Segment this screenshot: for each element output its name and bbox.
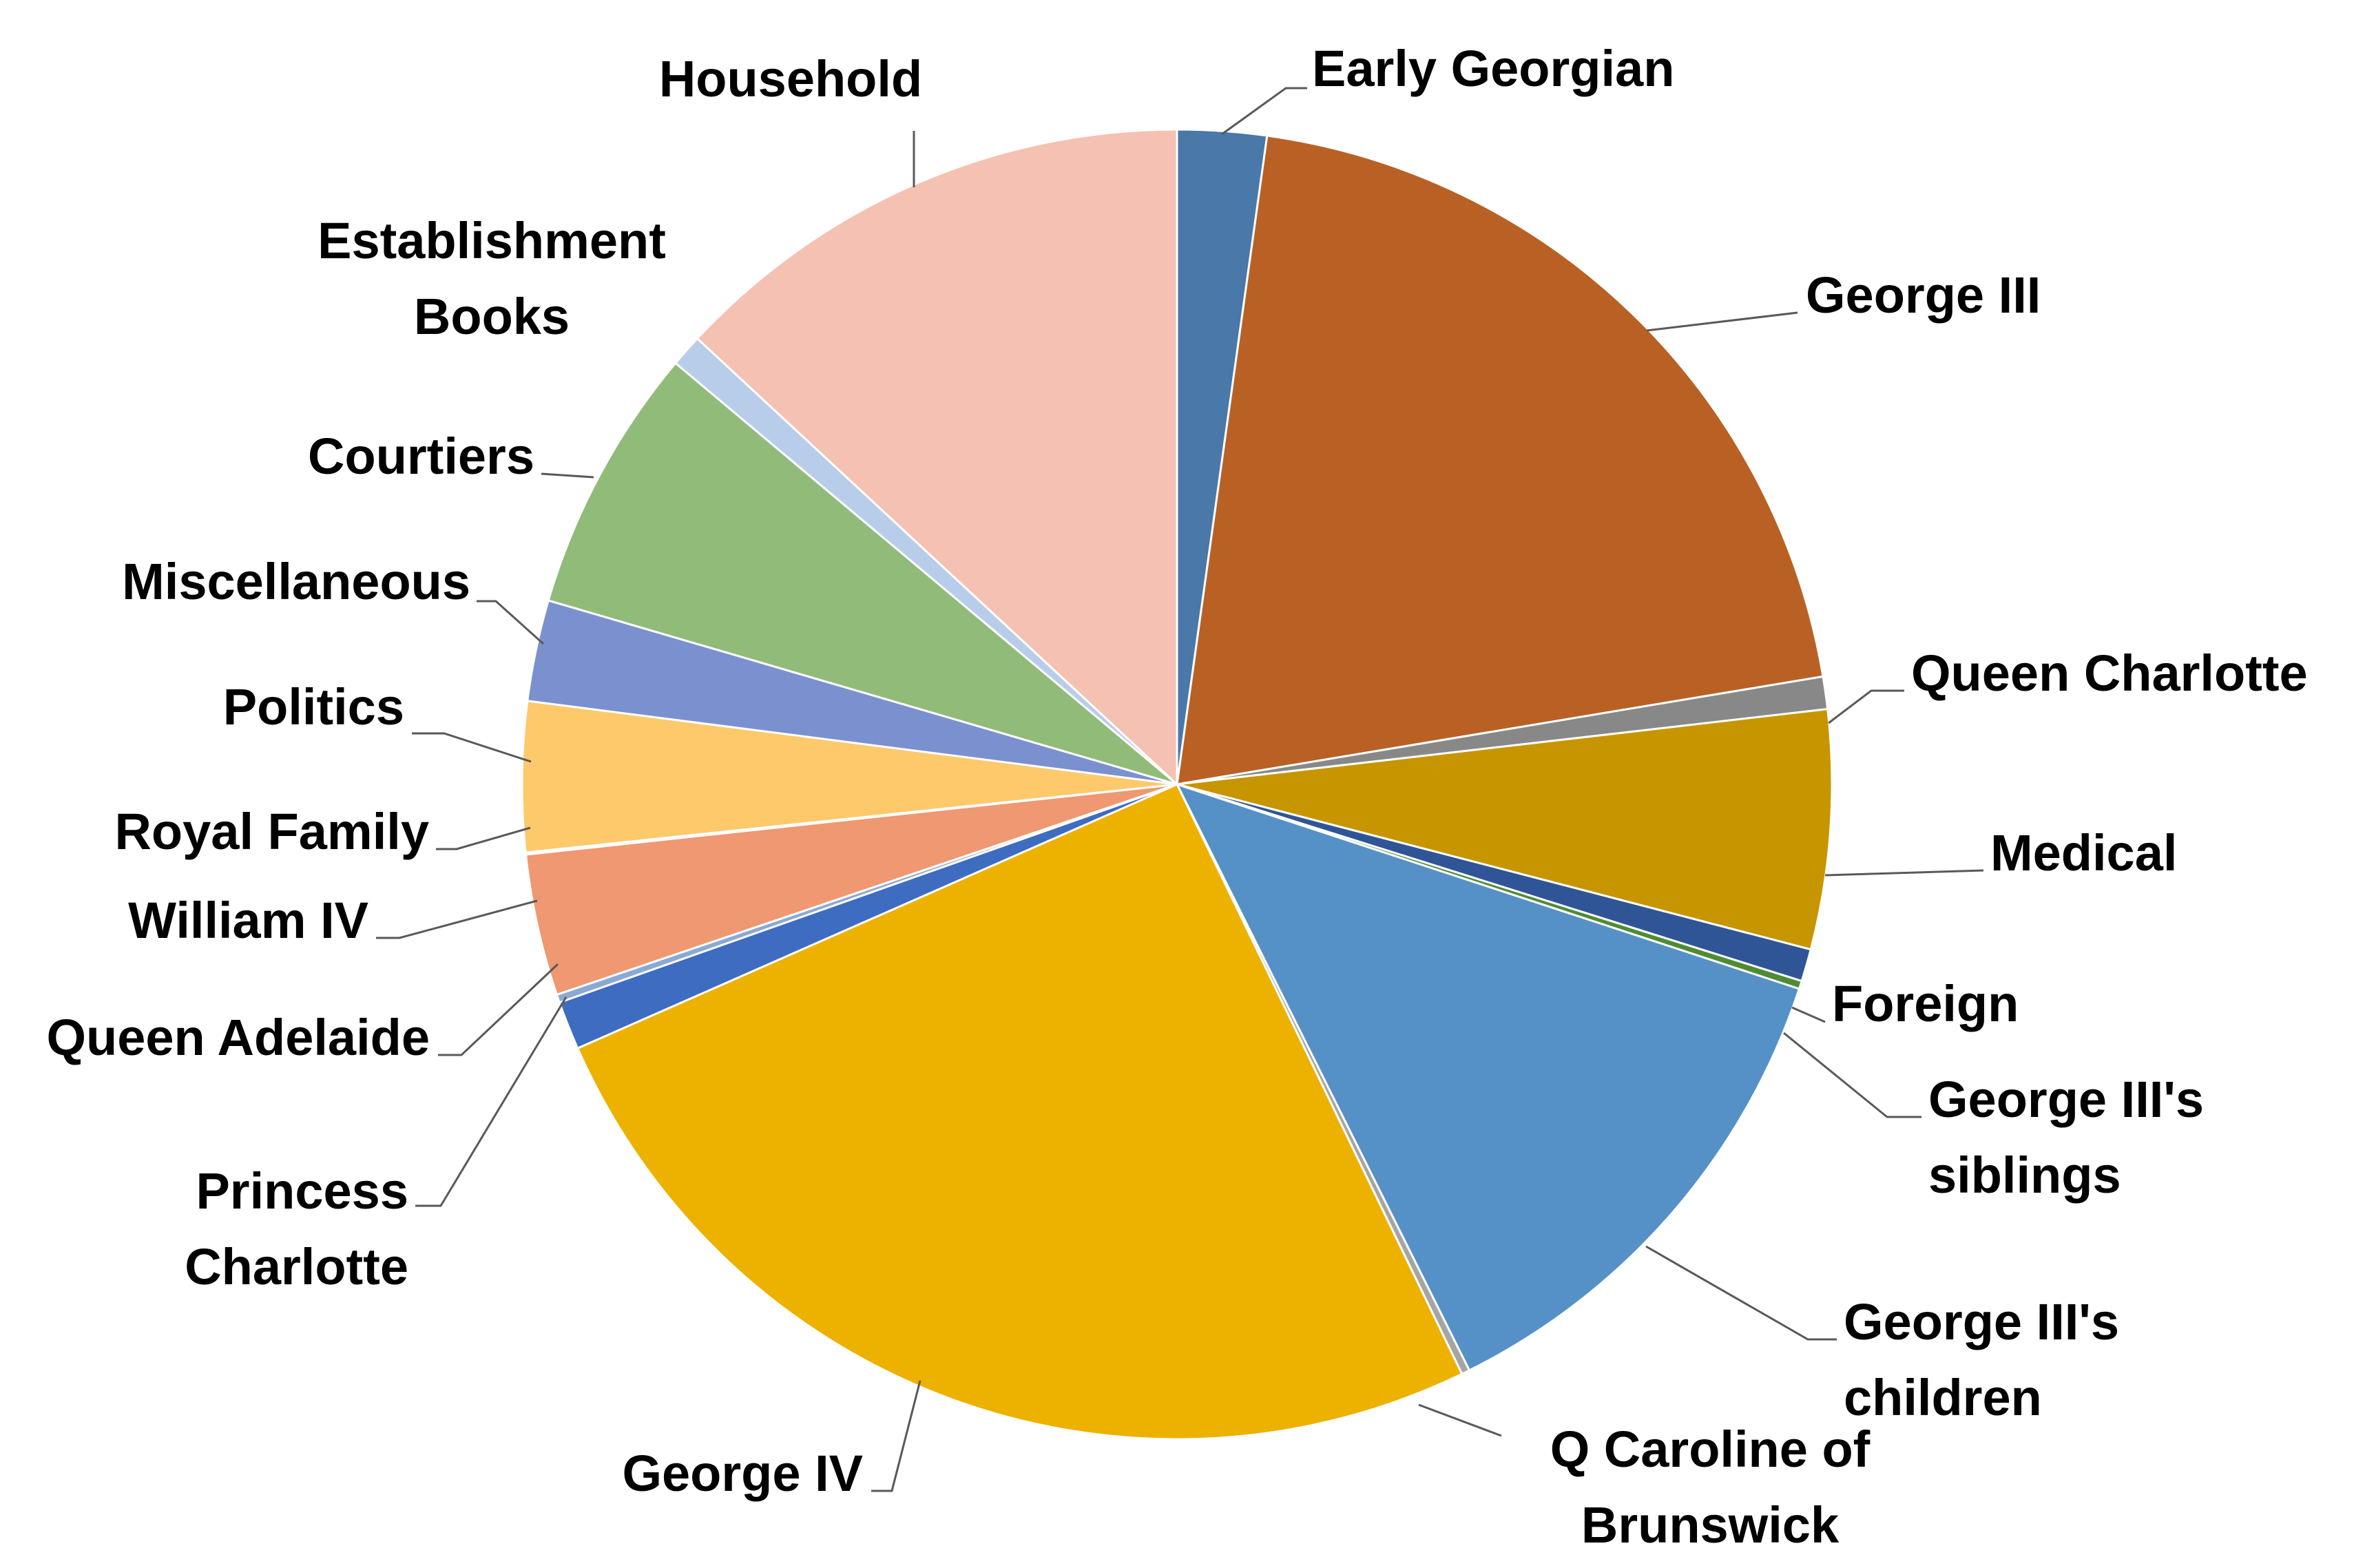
slice-label-george-iii: George III — [1806, 266, 2041, 324]
slice-label-william-iv: William IV — [128, 892, 368, 949]
leader-line-foreign — [1791, 1006, 1826, 1023]
leader-line-q-caroline-of-brunswick — [1418, 1403, 1502, 1437]
leader-line-william-iv — [376, 899, 538, 939]
slice-label-courtiers: Courtiers — [308, 428, 534, 485]
pie-slice-politics — [521, 700, 1178, 854]
leader-line-princess-charlotte — [415, 996, 567, 1207]
pie-slice-william-iv — [524, 783, 1178, 996]
slice-label-george-iiis-children: George III's children — [1844, 1293, 2119, 1426]
leader-line-george-iiis-children — [1645, 1245, 1837, 1341]
leader-line-george-iiis-siblings — [1783, 1032, 1921, 1118]
pie-slice-household — [696, 128, 1178, 787]
slice-label-george-iiis-siblings: George III's siblings — [1928, 1071, 2204, 1204]
pie-slices — [521, 128, 1833, 1441]
slice-label-foreign: Foreign — [1832, 975, 2019, 1032]
slice-label-royal-family: Royal Family — [114, 803, 429, 860]
leader-line-george-iii — [1646, 311, 1798, 332]
slice-label-household: Household — [659, 50, 922, 107]
slice-label-q-caroline-of-brunswick: Q Caroline of Brunswick — [1550, 1421, 1871, 1554]
leader-lines — [376, 87, 1984, 1492]
slice-label-queen-charlotte: Queen Charlotte — [1911, 645, 2308, 702]
leader-line-royal-family — [436, 826, 531, 850]
leader-line-george-iv — [871, 1380, 921, 1492]
slice-label-george-iv: George IV — [622, 1445, 863, 1502]
leader-line-miscellaneous — [477, 600, 545, 645]
pie-slice-george-iiis-children — [1175, 782, 1801, 1372]
slice-label-establishment-books: Establishment Books — [317, 212, 666, 345]
slice-label-princess-charlotte: Princess Charlotte — [185, 1162, 408, 1295]
pie-slice-medical — [1176, 707, 1833, 951]
slice-label-politics: Politics — [223, 678, 404, 735]
leader-line-queen-adelaide — [438, 963, 559, 1056]
slice-label-miscellaneous: Miscellaneous — [122, 553, 470, 610]
slice-labels: Early Georgian George III Queen Charlotte M… — [46, 40, 2307, 1554]
pie-slice-george-iv — [576, 783, 1464, 1441]
leader-line-medical — [1824, 869, 1984, 877]
leader-line-queen-charlotte — [1828, 689, 1904, 724]
leader-line-politics — [412, 732, 532, 763]
slice-label-early-georgian: Early Georgian — [1312, 40, 1674, 97]
slice-label-medical: Medical — [1990, 824, 2177, 881]
leader-line-courtiers — [541, 472, 594, 479]
pie-slice-courtiers — [547, 362, 1178, 786]
leader-line-early-georgian — [1221, 87, 1307, 136]
pie-slice-george-iii — [1176, 134, 1824, 786]
slice-label-queen-adelaide: Queen Adelaide — [46, 1009, 430, 1066]
